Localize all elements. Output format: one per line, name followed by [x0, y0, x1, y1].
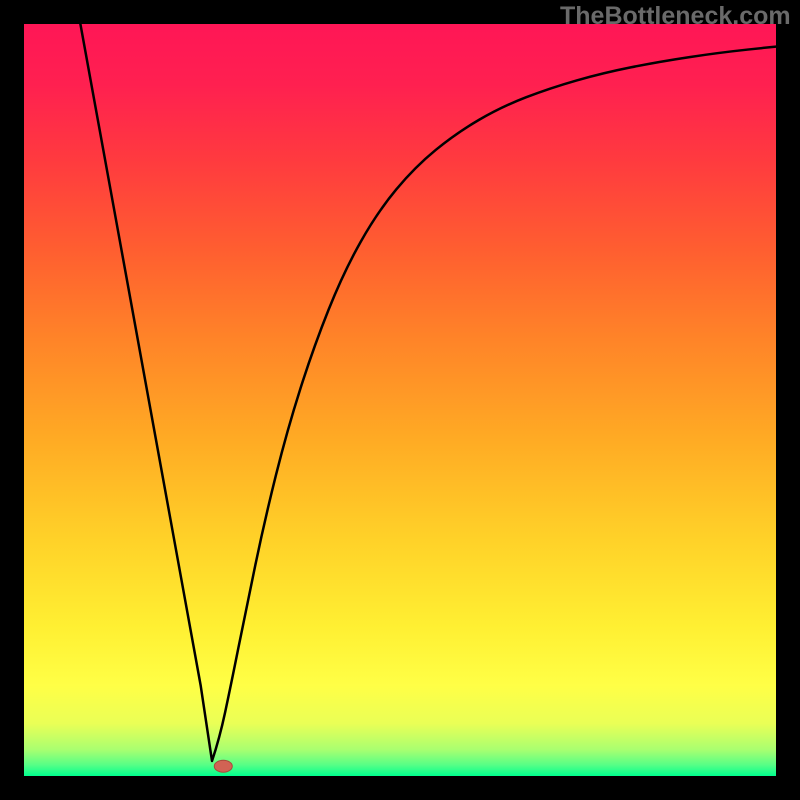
- watermark-text: TheBottleneck.com: [560, 2, 791, 31]
- optimum-marker: [214, 760, 232, 772]
- plot-svg: [24, 24, 776, 776]
- gradient-background: [24, 24, 776, 776]
- plot-area: [24, 24, 776, 776]
- chart-container: TheBottleneck.com: [0, 0, 800, 800]
